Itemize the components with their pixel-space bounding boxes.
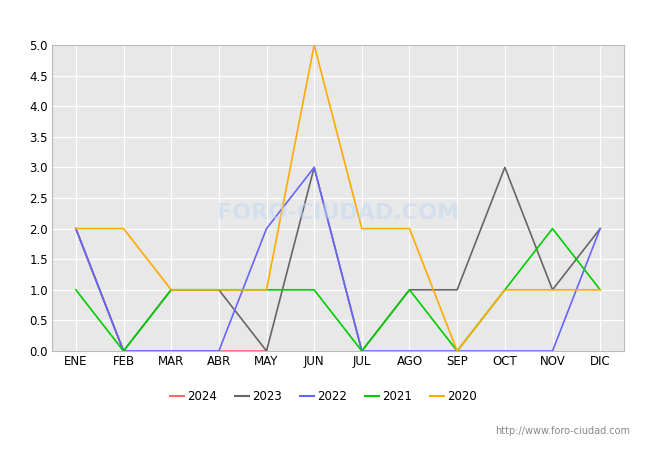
Text: 2022: 2022	[317, 390, 347, 402]
Text: 2023: 2023	[252, 390, 282, 402]
Text: 2024: 2024	[187, 390, 217, 402]
Text: 2021: 2021	[382, 390, 412, 402]
Text: http://www.foro-ciudad.com: http://www.foro-ciudad.com	[495, 427, 630, 436]
Text: FORO-CIUDAD.COM: FORO-CIUDAD.COM	[217, 203, 459, 223]
Text: Matriculaciones de Vehiculos en Valdepiélagos: Matriculaciones de Vehiculos en Valdepié…	[138, 14, 512, 29]
Text: 2020: 2020	[447, 390, 477, 402]
